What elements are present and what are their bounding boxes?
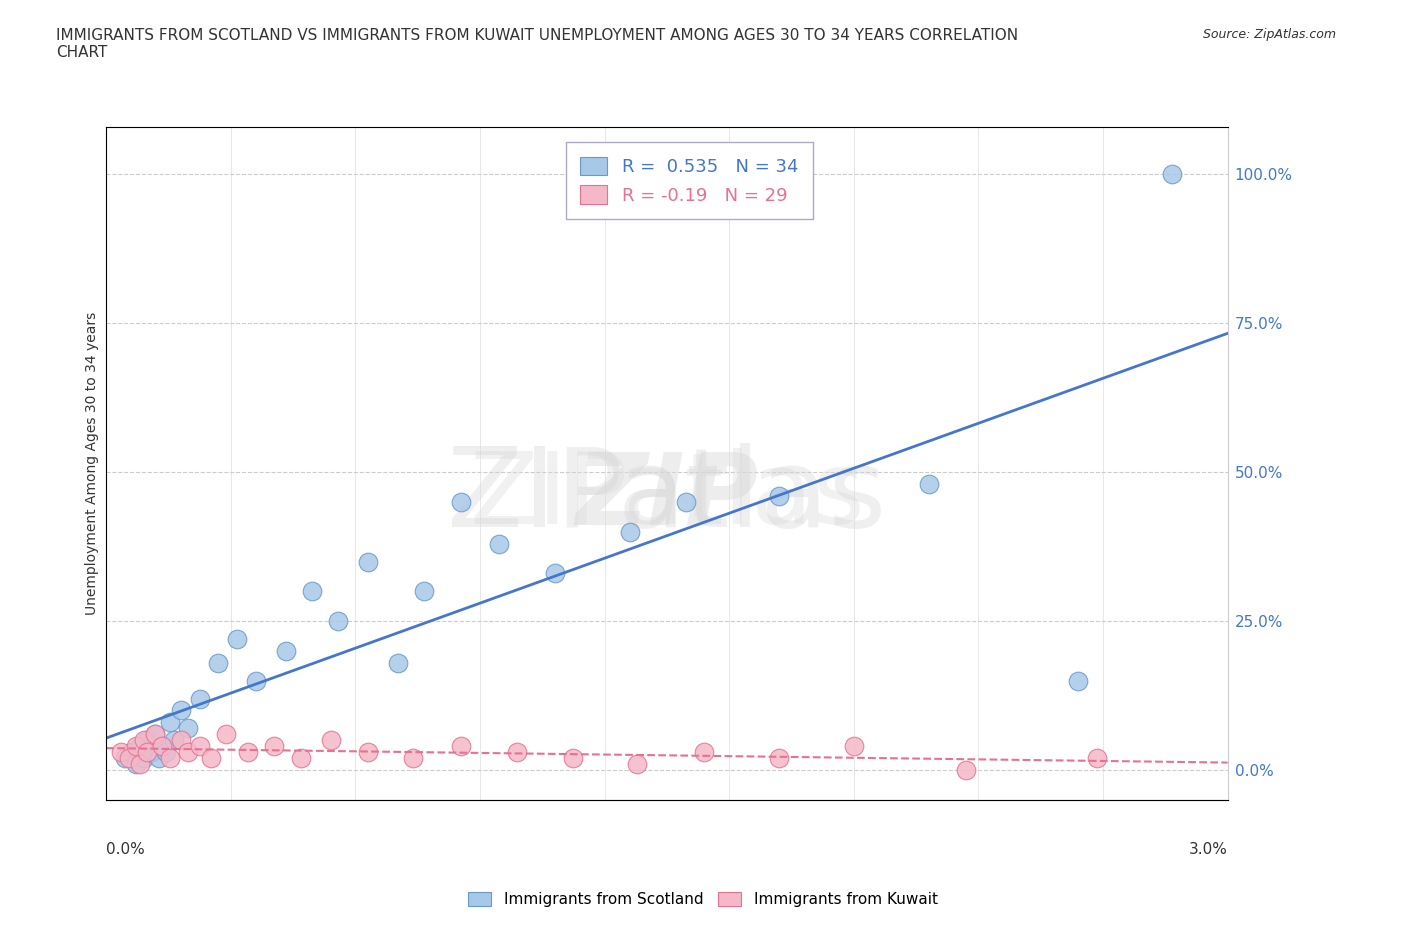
Point (450, 738, 472, 753)
Point (188, 691, 211, 706)
Point (136, 733, 159, 748)
Legend: R =  0.535   N = 34, R = -0.19   N = 29: R = 0.535 N = 34, R = -0.19 N = 29 (565, 142, 813, 219)
Point (1067, 673, 1090, 688)
Point (170, 733, 193, 748)
Point (768, 751, 790, 765)
Point (301, 584, 323, 599)
Point (125, 738, 148, 753)
Point (215, 727, 238, 742)
Point (150, 738, 173, 753)
Point (238, 745, 260, 760)
Y-axis label: Unemployment Among Ages 30 to 34 years: Unemployment Among Ages 30 to 34 years (86, 312, 100, 615)
Point (118, 751, 141, 765)
Point (200, 751, 222, 765)
Point (450, 495, 472, 510)
Point (290, 751, 312, 765)
Text: ZIPatlas: ZIPatlas (470, 448, 865, 545)
Text: 0.0%: 0.0% (107, 842, 145, 857)
Point (148, 751, 170, 765)
Point (544, 566, 567, 581)
Point (143, 727, 166, 742)
Point (619, 525, 641, 539)
Point (159, 715, 181, 730)
Point (274, 644, 297, 658)
Point (159, 751, 181, 765)
Point (387, 656, 409, 671)
Point (768, 488, 790, 503)
Point (842, 738, 865, 753)
Point (319, 733, 342, 748)
Point (177, 721, 200, 736)
Point (1085, 751, 1108, 765)
Point (207, 656, 229, 671)
Text: 3.0%: 3.0% (1188, 842, 1227, 857)
Point (143, 727, 166, 742)
Point (263, 738, 285, 753)
Point (110, 745, 132, 760)
Point (177, 745, 200, 760)
Point (132, 733, 155, 748)
Point (132, 751, 155, 765)
Text: ZIP: ZIP (575, 448, 758, 545)
Text: ZIPatlas: ZIPatlas (447, 444, 887, 551)
Point (226, 631, 249, 646)
Point (136, 745, 159, 760)
Text: IMMIGRANTS FROM SCOTLAND VS IMMIGRANTS FROM KUWAIT UNEMPLOYMENT AMONG AGES 30 TO: IMMIGRANTS FROM SCOTLAND VS IMMIGRANTS F… (56, 28, 1018, 60)
Point (114, 751, 136, 765)
Point (125, 757, 148, 772)
Point (357, 745, 380, 760)
Point (128, 738, 150, 753)
Point (675, 495, 697, 510)
Point (955, 763, 977, 777)
Text: Source: ZipAtlas.com: Source: ZipAtlas.com (1202, 28, 1336, 41)
Point (245, 673, 267, 688)
Point (128, 757, 150, 772)
Point (326, 614, 349, 629)
Point (506, 745, 529, 760)
Point (626, 757, 648, 772)
Point (121, 745, 143, 760)
Point (562, 751, 585, 765)
Point (150, 738, 173, 753)
Point (402, 751, 425, 765)
Point (155, 745, 177, 760)
Point (917, 477, 939, 492)
Point (488, 537, 510, 551)
Legend: Immigrants from Scotland, Immigrants from Kuwait: Immigrants from Scotland, Immigrants fro… (463, 885, 943, 913)
Point (693, 745, 716, 760)
Point (1160, 166, 1182, 181)
Point (413, 584, 436, 599)
Point (139, 745, 162, 760)
Point (170, 703, 193, 718)
Point (188, 738, 211, 753)
Point (162, 733, 184, 748)
Point (357, 554, 380, 569)
